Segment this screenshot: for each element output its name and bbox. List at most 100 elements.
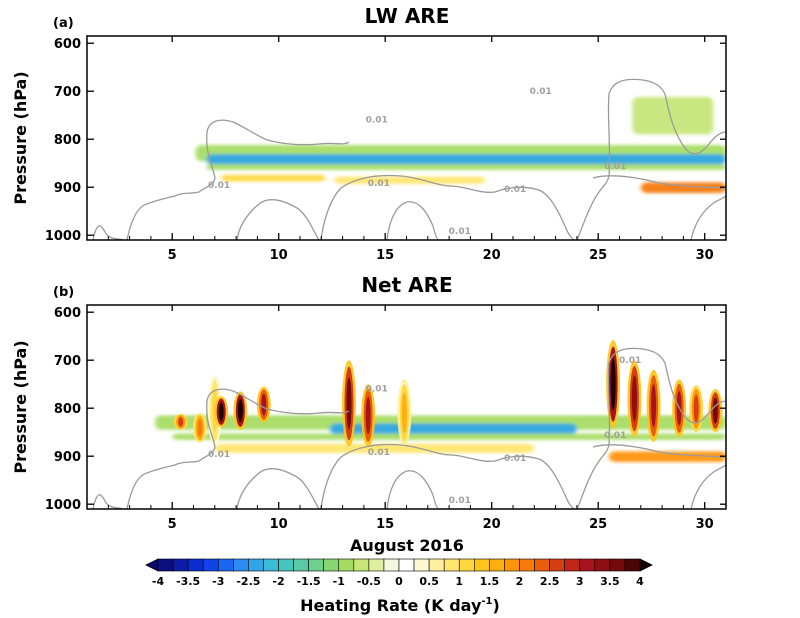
panel-a-xtick-label-2: 15 [376,248,394,263]
panel-b-column-5 [256,386,271,423]
colorbar-tick-label-14: 3 [576,575,584,588]
colorbar-swatch-25 [534,558,550,572]
colorbar-tick-label-13: 2.5 [540,575,560,588]
colorbar-swatch-27 [564,558,581,572]
panel-a-band-4 [334,176,486,184]
colorbar: -4 -3.5 -3 -2.5 -2 -1.5 -1 -0.5 0 0.5 1 1.5 2 2.5 3 3.5… [145,558,653,588]
panel-b-band-4 [608,451,726,462]
colorbar-tick-label-6: -1 [333,575,345,588]
panel-a-xtick-label-1: 10 [270,248,288,263]
panel-b-contour-line-1 [126,446,216,509]
colorbar-tick-label-15: 3.5 [600,575,620,588]
panel-b-contour-line-8 [592,444,726,458]
colorbar-tick-label-1: -3.5 [176,575,200,588]
panel-b-column-3 [214,396,229,428]
panel-b-contour-label-3: 0.01 [368,448,390,458]
colorbar-swatch-7 [263,558,279,572]
panel-a-xtick-label-5: 30 [696,248,714,263]
colorbar-swatch-21 [474,558,490,572]
colorbar-tick-label-16: 4 [636,575,644,588]
panel-b-xtick-label-1: 10 [270,517,288,532]
panel-a-contour-line-5 [450,185,576,240]
panel-b-label: (b) [53,285,74,300]
colorbar-tick-label-0: -4 [152,575,165,588]
panel-b-column-4 [233,391,248,430]
colorbar-swatch-17 [413,558,430,572]
panel-a-shading [195,96,726,193]
panel-a-contour-line-0 [92,225,124,240]
panel-a-contour-label-6: 0.01 [449,227,471,237]
colorbar-swatch-24 [519,558,535,572]
panel-a-contour-line-7 [576,78,726,240]
panel-a: (a) LW ARE Pressure (hPa) 0.010.010.01 0.… [11,4,727,263]
colorbar-swatch-14 [368,558,385,572]
panel-b-contour-label-2: 0.01 [208,450,230,460]
panel-b-title: Net ARE [361,273,452,297]
panel-b-band-2 [172,433,726,440]
panel-b: (b) Net ARE Pressure (hPa) 0.010.010.01 0… [11,273,727,555]
colorbar-swatch-1 [172,558,189,572]
colorbar-swatch-20 [458,558,475,572]
panel-a-contour-label-0: 0.01 [530,87,552,97]
colorbar-swatch-6 [248,558,264,572]
panel-a-contour-line-9 [690,195,726,240]
panel-a-band-5 [640,182,726,193]
panel-b-column-6 [341,360,356,447]
panel-b-column-9 [606,340,621,429]
panel-a-ytick-label-1: 700 [54,85,81,100]
panel-b-contour-label-5: 0.01 [504,454,526,464]
panel-b-contour-label-0: 0.01 [619,356,641,366]
colorbar-swatch-8 [278,558,294,572]
colorbar-swatch-15 [383,558,400,572]
panel-a-frame [86,35,727,241]
panel-b-ytick-label-2: 800 [54,402,81,417]
colorbar-under-arrow [145,558,159,572]
panel-b-contour-line-9 [690,464,726,509]
panel-a-axes: 5 10 15 20 25 30 600 700 800 900 1000 [45,36,727,263]
panel-b-band-0 [155,415,726,430]
panel-a-contour-line-4 [320,174,452,240]
colorbar-tick-label-5: -1.5 [297,575,321,588]
panel-a-contour-label-2: 0.01 [208,181,230,191]
panel-a-ytick-label-0: 600 [54,37,81,52]
colorbar-swatch-28 [579,558,596,572]
panel-a-band-2 [206,164,726,170]
panel-b-contour-line-2 [206,388,350,448]
colorbar-swatch-30 [609,558,626,572]
panel-b-contour-line-7 [576,347,726,509]
colorbar-swatch-3 [202,558,219,572]
colorbar-swatch-22 [489,558,505,572]
colorbar-swatch-26 [549,558,565,572]
colorbar-swatch-10 [308,558,324,572]
x-axis-label: August 2016 [350,536,464,555]
colorbar-swatch-16 [398,558,415,572]
panel-a-bands [195,96,726,193]
panel-a-xtick-label-4: 25 [589,248,607,263]
panel-b-axes: 5 10 15 20 25 30 600 700 800 900 1000 [45,305,727,532]
colorbar-tick-label-8: 0 [395,575,403,588]
colorbar-tick-label-2: -3 [212,575,224,588]
panel-a-band-6 [632,96,714,135]
panel-b-column-11 [646,369,661,442]
panel-a-contour-line-8 [592,175,726,189]
panel-b-contour-line-6 [386,470,440,509]
panel-b-column-0 [173,413,188,430]
panel-b-ytick-label-3: 900 [54,450,81,465]
colorbar-tick-label-7: -0.5 [357,575,381,588]
colorbar-swatch-29 [594,558,611,572]
colorbar-swatch-31 [624,558,641,572]
colorbar-tick-label-12: 2 [516,575,524,588]
panel-a-contour-line-6 [386,201,440,240]
panel-a-contour-label-4: 0.01 [604,162,626,172]
panel-b-contour-label-4: 0.01 [604,431,626,441]
panel-b-column-7 [361,384,376,447]
panel-a-xtick-label-0: 5 [168,248,177,263]
panel-b-column-1 [192,413,207,443]
colorbar-swatch-4 [217,558,234,572]
panel-a-contour-label-1: 0.01 [366,116,388,126]
colorbar-swatch-18 [428,558,445,572]
panel-a-contour-0.01 [92,78,726,240]
panel-b-xtick-label-0: 5 [168,517,177,532]
panel-a-ytick-label-4: 1000 [45,229,81,244]
